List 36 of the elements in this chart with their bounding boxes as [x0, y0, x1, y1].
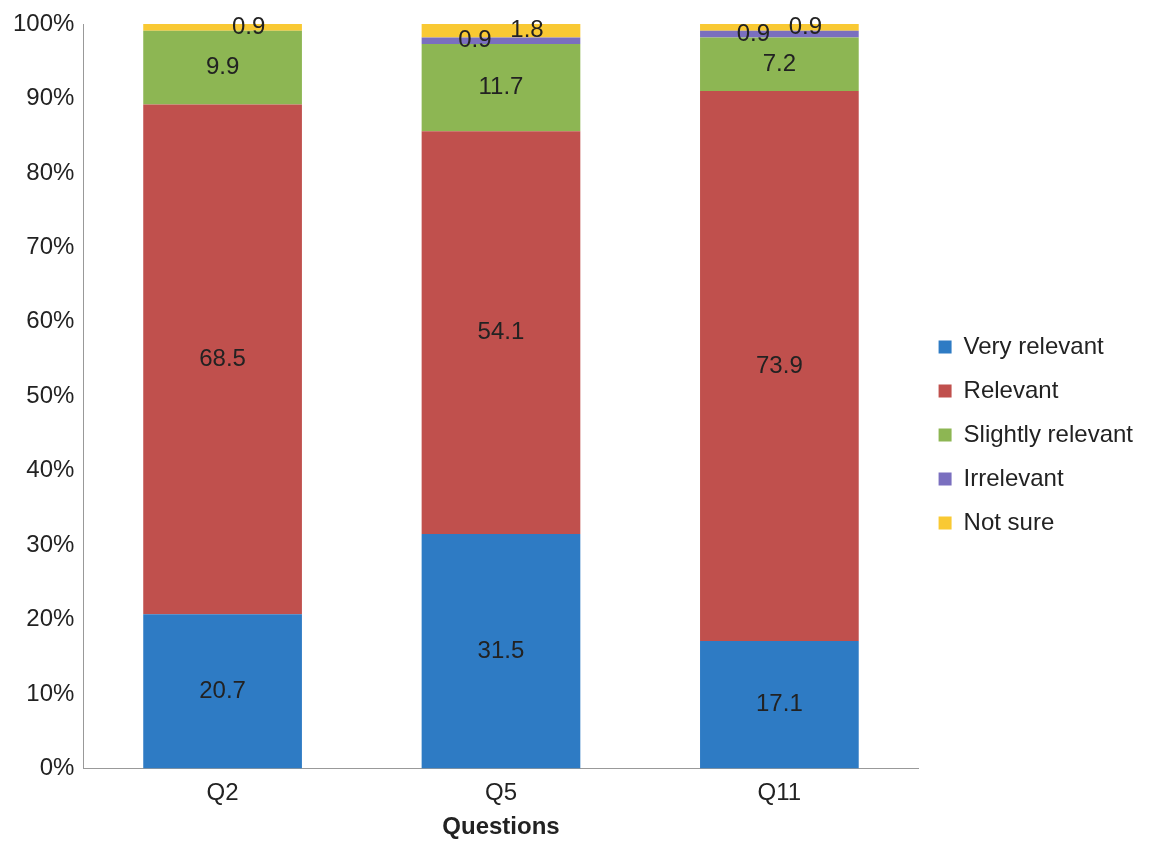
legend-label: Irrelevant [963, 463, 1064, 491]
data-label: 7.2 [762, 48, 797, 76]
y-tick-label: 50% [26, 380, 75, 408]
bar [700, 91, 859, 642]
bar [143, 614, 302, 769]
legend-label: Very relevant [963, 331, 1104, 359]
bar [700, 641, 859, 769]
y-tick-label: 60% [26, 306, 75, 334]
y-tick-label: 80% [26, 157, 75, 185]
x-tick-label: Q5 [484, 778, 517, 806]
legend-label: Slightly relevant [963, 419, 1134, 447]
bar [421, 533, 581, 769]
data-label: 1.8 [510, 15, 544, 43]
x-tick-label: Q11 [757, 778, 802, 806]
data-label: 20.7 [199, 675, 246, 703]
data-label: 73.9 [756, 350, 803, 378]
legend-label: Not sure [963, 507, 1055, 535]
x-tick-label: Q2 [206, 778, 239, 806]
bar [143, 104, 302, 615]
y-tick-label: 20% [26, 604, 75, 632]
y-tick-label: 70% [26, 231, 75, 259]
y-tick-label: 0% [39, 753, 75, 781]
y-tick-label: 10% [26, 678, 75, 706]
data-label: 31.5 [477, 635, 525, 663]
data-label: 17.1 [756, 689, 803, 717]
bar [421, 131, 581, 534]
legend-label: Relevant [963, 375, 1059, 403]
y-tick-label: 100% [12, 8, 75, 36]
y-tick-label: 40% [26, 455, 75, 483]
y-tick-label: 30% [26, 529, 75, 557]
data-label: 54.1 [477, 317, 525, 345]
data-label: 11.7 [478, 72, 524, 100]
y-tick-label: 90% [26, 83, 75, 111]
data-label: 9.9 [205, 52, 240, 80]
x-axis-title: Questions [442, 812, 560, 840]
data-label: 68.5 [199, 343, 246, 371]
